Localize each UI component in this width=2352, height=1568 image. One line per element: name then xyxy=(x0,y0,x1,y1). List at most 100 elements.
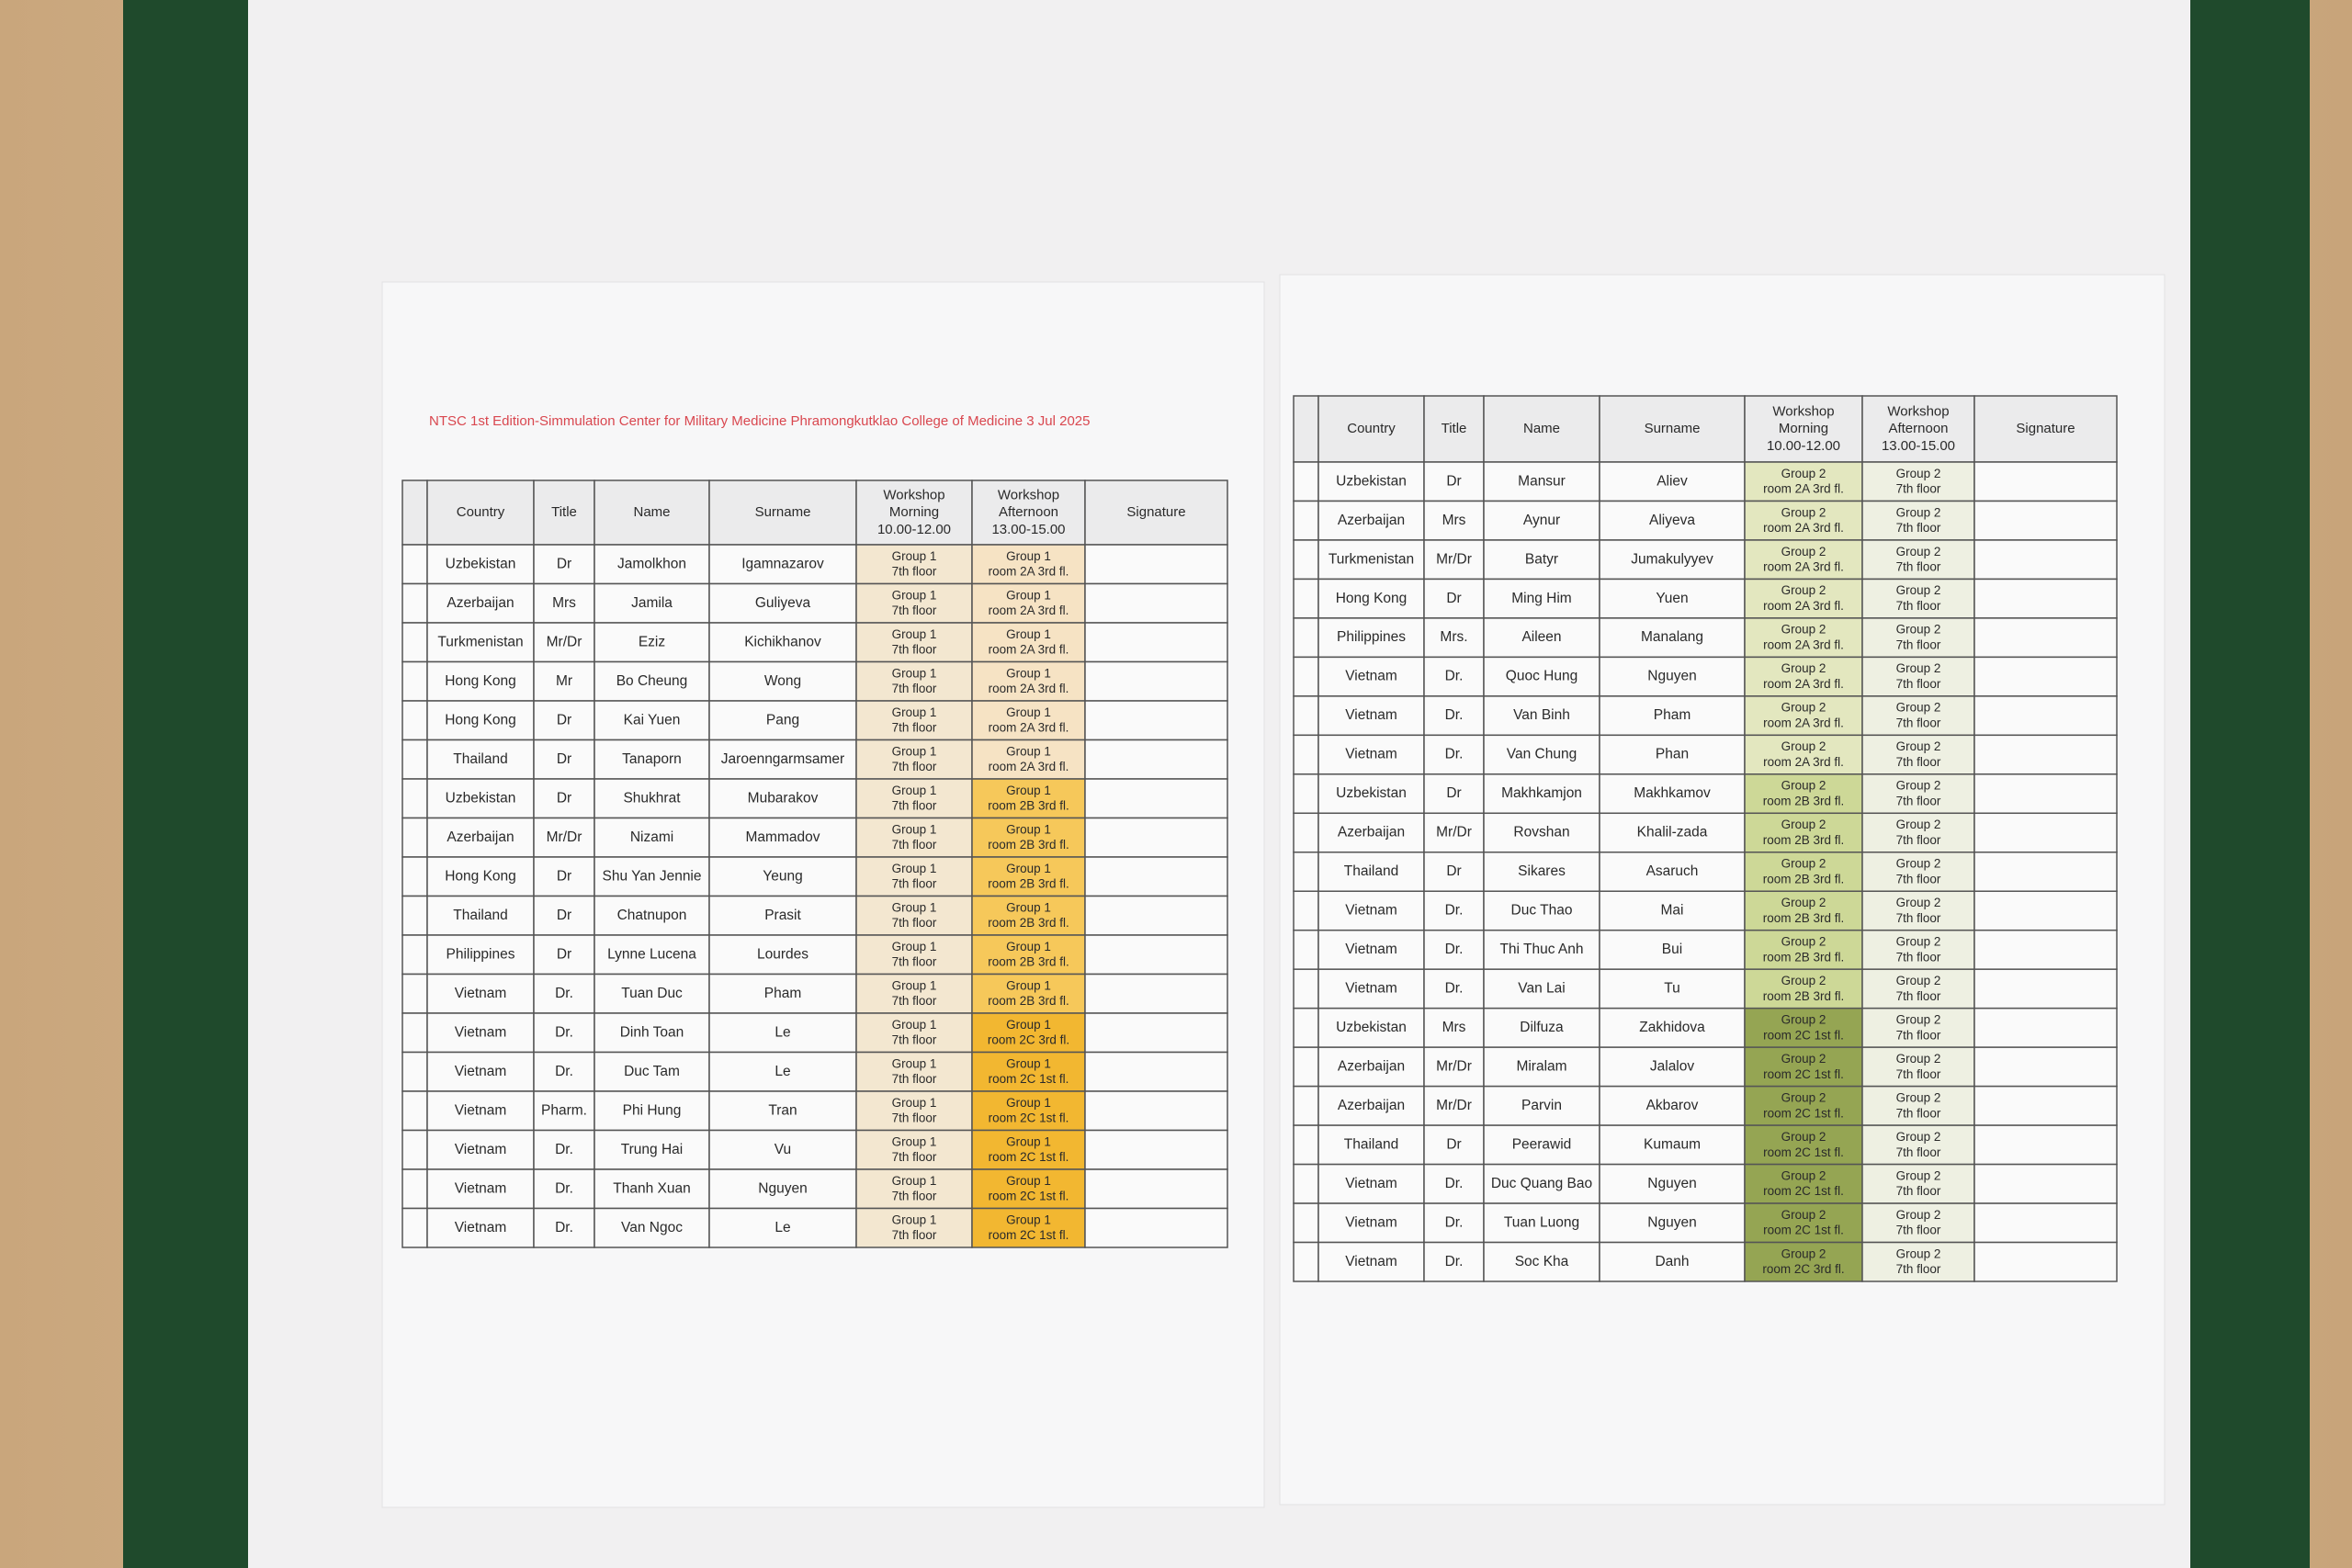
group-cell-line: room 2B 3rd fl. xyxy=(1763,872,1845,886)
group-cell-line: Group 1 xyxy=(1006,861,1051,874)
group-cell: Group 1 room 2A 3rd fl. xyxy=(989,744,1069,773)
table-cell xyxy=(1317,656,1425,697)
group-cell-line: Group 2 xyxy=(1781,505,1826,519)
table-cell xyxy=(1483,968,1600,1010)
group-cell-line: room 2B 3rd fl. xyxy=(988,876,1069,890)
table-cell xyxy=(1744,1241,1863,1282)
table-cell xyxy=(1483,500,1600,541)
group-cell: Group 1 7th floor xyxy=(892,783,937,812)
group-cell-line: Group 2 xyxy=(1896,1090,1941,1104)
group-cell-line: Group 1 xyxy=(892,783,937,796)
column-header-line: 10.00-12.00 xyxy=(1767,438,1840,454)
table-text: Prasit xyxy=(764,908,801,923)
group-cell-line: room 2C 1st fl. xyxy=(1763,1106,1844,1120)
group-cell: Group 1 7th floor xyxy=(892,1056,937,1086)
table-cell xyxy=(1293,617,1319,659)
table-cell xyxy=(971,973,1086,1014)
table-text: Dr. xyxy=(1445,707,1464,723)
group-cell-line: 7th floor xyxy=(892,1150,937,1164)
table-text: Vietnam xyxy=(1345,669,1397,684)
table-text: Hong Kong xyxy=(445,868,516,884)
table-text: Vietnam xyxy=(1345,1176,1397,1191)
group-cell: Group 1 room 2B 3rd fl. xyxy=(988,939,1069,968)
table-cell xyxy=(855,1012,973,1054)
group-cell: Group 1 room 2C 1st fl. xyxy=(989,1134,1069,1164)
table-text: Dr xyxy=(557,946,571,962)
table-cell xyxy=(1293,1163,1319,1204)
group-cell: Group 2 7th floor xyxy=(1896,739,1941,769)
table-text: Tuan Luong xyxy=(1504,1214,1579,1230)
table-cell xyxy=(1084,856,1228,897)
table-text: Le xyxy=(775,1220,790,1235)
group-cell-line: Group 1 xyxy=(892,900,937,914)
table-cell xyxy=(533,1168,595,1210)
group-cell-line: 7th floor xyxy=(1896,521,1941,535)
table-cell xyxy=(401,700,428,741)
table-text: Vietnam xyxy=(455,1142,507,1157)
table-text: Vietnam xyxy=(1345,747,1397,762)
table-text: Zakhidova xyxy=(1639,1020,1705,1035)
group-cell: Group 1 7th floor xyxy=(892,1017,937,1046)
group-cell: Group 1 7th floor xyxy=(892,1213,937,1242)
table-cell xyxy=(1293,1202,1319,1244)
table-text: Peerawid xyxy=(1512,1136,1572,1152)
table-text: Kai Yuen xyxy=(624,712,681,728)
column-header-line: Workshop xyxy=(998,487,1059,502)
table-cell xyxy=(971,1207,1086,1248)
table-cell xyxy=(533,1207,595,1248)
table-cell xyxy=(1084,1051,1228,1092)
group-cell: Group 1 room 2B 3rd fl. xyxy=(988,783,1069,812)
group-cell-line: Group 2 xyxy=(1896,856,1941,870)
table-text: Thanh Xuan xyxy=(613,1180,690,1196)
table-text: Dr. xyxy=(1445,981,1464,997)
group-cell-line: Group 2 xyxy=(1781,974,1826,987)
group-cell-line: 7th floor xyxy=(1896,1223,1941,1236)
group-cell-line: Group 2 xyxy=(1781,896,1826,909)
group-cell-line: room 2A 3rd fl. xyxy=(1763,677,1844,691)
group-cell: Group 1 7th floor xyxy=(892,822,937,852)
table-cell xyxy=(401,1207,428,1248)
table-cell xyxy=(1293,500,1319,541)
table-cell xyxy=(594,544,710,585)
table-cell xyxy=(855,934,973,976)
table-cell xyxy=(1084,817,1228,858)
table-cell xyxy=(1973,1202,2118,1244)
table-text: Nguyen xyxy=(1647,1214,1696,1230)
group-cell: Group 1 7th floor xyxy=(892,588,937,617)
table-cell xyxy=(1973,1241,2118,1282)
table-text: Thailand xyxy=(1344,863,1398,879)
table-text: Phan xyxy=(1656,747,1689,762)
group-cell-line: Group 2 xyxy=(1896,1129,1941,1143)
group-cell-line: Group 1 xyxy=(892,939,937,953)
table-cell xyxy=(426,1207,535,1248)
group-cell-line: room 2A 3rd fl. xyxy=(1763,521,1844,535)
table-cell xyxy=(1973,539,2118,581)
group-cell-line: 7th floor xyxy=(1896,677,1941,691)
group-cell-line: Group 2 xyxy=(1896,934,1941,948)
table-text: Danh xyxy=(1655,1254,1689,1269)
group-cell-line: 7th floor xyxy=(1896,794,1941,807)
group-cell-line: Group 1 xyxy=(1006,939,1051,953)
table-text: Wong xyxy=(764,673,801,689)
group-cell-line: Group 2 xyxy=(1781,818,1826,831)
group-cell-line: room 2B 3rd fl. xyxy=(1763,988,1845,1002)
table-cell xyxy=(594,1129,710,1170)
table-cell xyxy=(971,1168,1086,1210)
group-cell-line: Group 1 xyxy=(1006,1095,1051,1109)
table-text: Batyr xyxy=(1525,551,1558,567)
table-text: Dr xyxy=(557,751,571,767)
group-cell-line: room 2C 1st fl. xyxy=(989,1228,1069,1242)
group-cell: Group 2 7th floor xyxy=(1896,505,1941,535)
group-cell-line: Group 1 xyxy=(892,1095,937,1109)
table-cell xyxy=(533,1129,595,1170)
table-text: Akbarov xyxy=(1646,1098,1699,1113)
table-text: Jumakulyyev xyxy=(1631,551,1713,567)
group-cell-line: Group 2 xyxy=(1896,1247,1941,1260)
group-cell-line: Group 1 xyxy=(892,978,937,992)
column-header: Surname xyxy=(755,504,811,520)
table-text: Vietnam xyxy=(455,986,507,1001)
table-text: Mr/Dr xyxy=(1436,1058,1472,1074)
column-header: Signature xyxy=(2016,421,2075,436)
table-cell xyxy=(1423,773,1485,815)
table-cell xyxy=(1317,539,1425,581)
